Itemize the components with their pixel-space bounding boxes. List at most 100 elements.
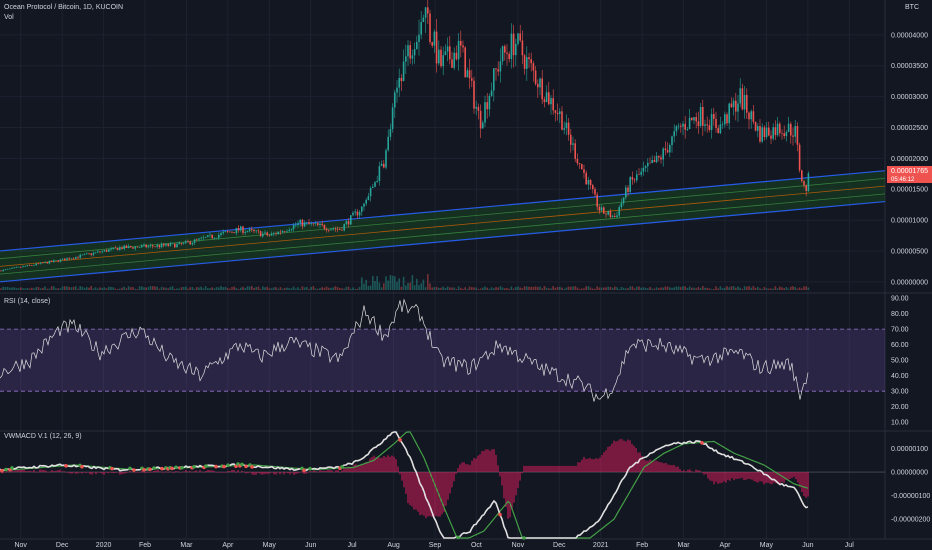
candle-body — [475, 106, 477, 109]
histogram-bar — [311, 471, 313, 473]
candle — [400, 74, 403, 91]
volume-bar — [198, 287, 200, 290]
candle — [649, 157, 651, 164]
volume-bar — [649, 286, 651, 290]
candle — [147, 244, 150, 249]
histogram-bar — [197, 471, 199, 473]
volume-bar — [136, 288, 139, 290]
histogram-bar — [495, 454, 497, 473]
candle-body — [88, 253, 90, 255]
candle-body — [319, 223, 321, 226]
histogram-bar — [387, 455, 389, 473]
candle-body — [189, 241, 191, 245]
candle-body — [169, 243, 172, 246]
candle-body — [226, 231, 229, 232]
volume-bar — [499, 286, 502, 290]
histogram-bar — [601, 455, 603, 473]
candle-body — [365, 199, 367, 204]
volume-bar — [180, 287, 183, 290]
candle-body — [398, 77, 400, 88]
candle — [350, 214, 352, 226]
histogram-bar — [89, 472, 91, 475]
volume-bar — [222, 287, 224, 290]
candle-body — [299, 219, 301, 224]
histogram-bar — [27, 471, 29, 473]
candle — [440, 46, 442, 69]
candle — [101, 250, 103, 254]
histogram-bar — [433, 472, 435, 518]
histogram-bar — [605, 450, 607, 473]
candle — [488, 93, 491, 117]
candle-body — [321, 223, 323, 225]
candle-body — [776, 123, 779, 136]
candle-body — [288, 230, 290, 232]
volume-bar — [666, 286, 669, 290]
rsi-tick-label: 90.00 — [891, 296, 909, 303]
candle — [306, 221, 308, 226]
candle — [378, 161, 381, 186]
histogram-bar — [75, 472, 77, 474]
histogram-bar — [105, 472, 107, 473]
volume-bar — [70, 287, 73, 290]
volume-bar — [233, 286, 235, 290]
candle — [68, 257, 70, 261]
candle-body — [253, 229, 255, 232]
candle-body — [279, 231, 282, 233]
volume-bar — [127, 286, 130, 290]
histogram-bar — [535, 465, 537, 473]
histogram-bar — [649, 459, 651, 473]
volume-bar — [589, 287, 592, 290]
candle — [482, 120, 484, 129]
histogram-bar — [439, 472, 441, 517]
candle — [145, 243, 147, 249]
candle-body — [363, 203, 365, 207]
candle-body — [671, 136, 673, 146]
candle-body — [119, 247, 121, 251]
candle — [737, 95, 739, 122]
volume-bar — [429, 283, 431, 290]
candle — [48, 260, 51, 265]
last-price-tag[interactable]: 0.00001765 05:46:12 — [887, 166, 932, 183]
histogram-bar — [333, 471, 335, 473]
candle — [754, 121, 757, 132]
histogram-bar — [805, 472, 807, 498]
volume-bar — [209, 288, 211, 290]
volume-bar — [803, 286, 805, 290]
crossover-dot — [64, 464, 68, 468]
histogram-bar — [305, 472, 307, 474]
histogram-bar — [143, 472, 145, 473]
volume-bar — [240, 287, 242, 290]
volume-bar — [46, 288, 48, 290]
volume-bar — [528, 286, 530, 290]
candle-body — [616, 215, 618, 217]
macd-tick-label: -0.00000200 — [891, 517, 930, 524]
volume-bar — [332, 287, 334, 290]
candle — [519, 24, 521, 43]
volume-bar — [4, 287, 7, 290]
crossover-dot — [110, 466, 114, 471]
volume-bar — [658, 288, 660, 290]
volume-bar — [616, 287, 618, 290]
volume-bar — [372, 275, 374, 290]
channel-line — [0, 185, 886, 267]
histogram-bar — [375, 457, 377, 473]
candle — [512, 24, 515, 68]
candle-body — [0, 270, 2, 272]
candle — [50, 260, 53, 262]
candle-body — [198, 238, 200, 240]
candle — [248, 227, 251, 233]
volume-bar — [636, 286, 638, 290]
candle-body — [697, 121, 700, 126]
candle — [90, 252, 92, 257]
candle-body — [358, 211, 361, 216]
volume-bar — [411, 275, 414, 290]
histogram-bar — [571, 465, 573, 473]
candle — [552, 89, 554, 115]
histogram-bar — [339, 472, 341, 473]
volume-bar — [134, 288, 136, 290]
candle — [534, 65, 537, 86]
volume-bar — [229, 288, 231, 290]
histogram-bar — [477, 455, 479, 473]
volume-bar — [732, 286, 735, 290]
candle-body — [105, 250, 108, 252]
